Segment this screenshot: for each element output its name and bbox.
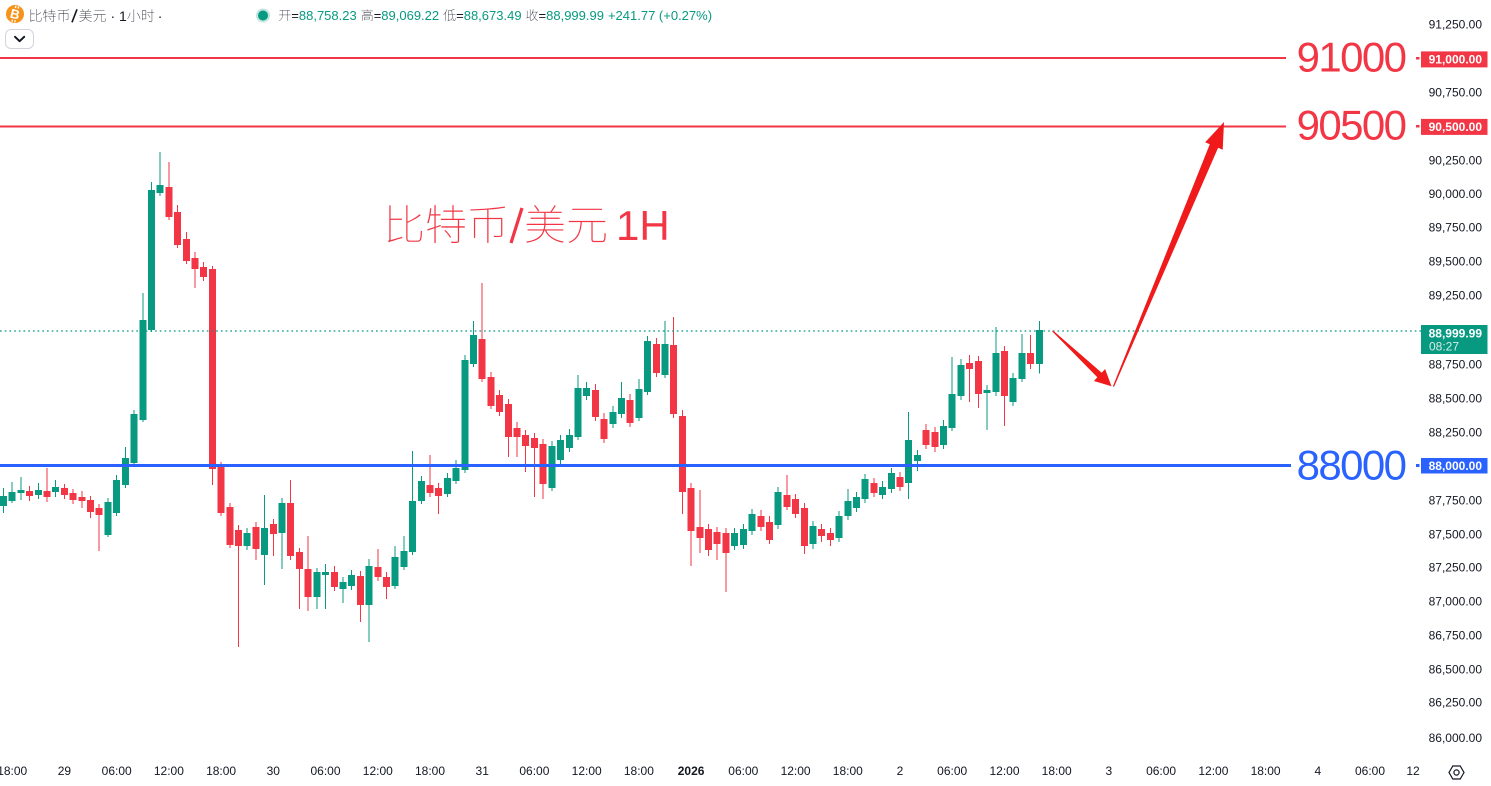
svg-text:18:00: 18:00	[833, 764, 863, 778]
svg-text:06:00: 06:00	[519, 764, 549, 778]
svg-text:88,999.99: 88,999.99	[546, 8, 604, 23]
svg-text:=: =	[291, 8, 299, 23]
svg-text:18:00: 18:00	[1042, 764, 1072, 778]
svg-text:90500: 90500	[1297, 102, 1406, 149]
svg-text:18:00: 18:00	[206, 764, 236, 778]
svg-text:86,250.00: 86,250.00	[1429, 695, 1483, 709]
svg-text:91,000.00: 91,000.00	[1429, 53, 1483, 67]
svg-text:86,000.00: 86,000.00	[1429, 731, 1483, 745]
svg-text:·: ·	[158, 8, 163, 24]
svg-text:3: 3	[1106, 764, 1113, 778]
svg-text:06:00: 06:00	[1146, 764, 1176, 778]
svg-text:89,250.00: 89,250.00	[1429, 289, 1483, 303]
svg-text:=: =	[539, 8, 547, 23]
svg-text:91000: 91000	[1297, 34, 1406, 81]
svg-text:88000: 88000	[1297, 442, 1406, 489]
svg-text:86,500.00: 86,500.00	[1429, 662, 1483, 676]
svg-text:12:00: 12:00	[363, 764, 393, 778]
svg-text:88,250.00: 88,250.00	[1429, 425, 1483, 439]
svg-text:89,069.22: 89,069.22	[381, 8, 439, 23]
svg-text:12:00: 12:00	[154, 764, 184, 778]
svg-text:90,500.00: 90,500.00	[1429, 120, 1483, 134]
svg-text:06:00: 06:00	[937, 764, 967, 778]
svg-text:86,750.00: 86,750.00	[1429, 629, 1483, 643]
svg-text:90,000.00: 90,000.00	[1429, 187, 1483, 201]
svg-text:90,250.00: 90,250.00	[1429, 153, 1483, 167]
svg-text:87,750.00: 87,750.00	[1429, 493, 1483, 507]
svg-text:89,750.00: 89,750.00	[1429, 221, 1483, 235]
svg-text:18:00: 18:00	[1251, 764, 1281, 778]
svg-text:06:00: 06:00	[310, 764, 340, 778]
svg-text:87,000.00: 87,000.00	[1429, 595, 1483, 609]
svg-text:B: B	[9, 6, 22, 23]
svg-text:=: =	[456, 8, 464, 23]
svg-text:12:00: 12:00	[1198, 764, 1228, 778]
svg-text:12:00: 12:00	[781, 764, 811, 778]
svg-text:·: ·	[111, 8, 116, 24]
svg-text:12:00: 12:00	[572, 764, 602, 778]
svg-text:12: 12	[1406, 764, 1420, 778]
svg-text:88,000.00: 88,000.00	[1429, 459, 1483, 473]
svg-text:1: 1	[119, 8, 127, 24]
svg-text:88,750.00: 88,750.00	[1429, 357, 1483, 371]
svg-text:2: 2	[897, 764, 904, 778]
svg-text:87,250.00: 87,250.00	[1429, 561, 1483, 575]
svg-text:29: 29	[58, 764, 72, 778]
svg-text:06:00: 06:00	[728, 764, 758, 778]
svg-text:18:00: 18:00	[0, 764, 28, 778]
svg-text:=: =	[374, 8, 382, 23]
svg-text:88,673.49: 88,673.49	[464, 8, 522, 23]
svg-text:31: 31	[476, 764, 490, 778]
svg-text:06:00: 06:00	[1355, 764, 1385, 778]
svg-text:2026: 2026	[678, 764, 705, 778]
svg-text:87,500.00: 87,500.00	[1429, 527, 1483, 541]
svg-text:06:00: 06:00	[102, 764, 132, 778]
svg-text:18:00: 18:00	[415, 764, 445, 778]
svg-text:1H: 1H	[616, 202, 670, 249]
svg-text:90,750.00: 90,750.00	[1429, 85, 1483, 99]
svg-text:91,250.00: 91,250.00	[1429, 17, 1483, 31]
svg-text:12:00: 12:00	[989, 764, 1019, 778]
svg-text:88,999.99: 88,999.99	[1429, 327, 1483, 341]
svg-text:+241.77 (+0.27%): +241.77 (+0.27%)	[608, 8, 712, 23]
svg-text:30: 30	[267, 764, 281, 778]
svg-text:08:27: 08:27	[1429, 340, 1459, 354]
svg-text:89,500.00: 89,500.00	[1429, 255, 1483, 269]
svg-text:88,500.00: 88,500.00	[1429, 391, 1483, 405]
svg-text:18:00: 18:00	[624, 764, 654, 778]
svg-text:4: 4	[1314, 764, 1321, 778]
svg-text:88,758.23: 88,758.23	[299, 8, 357, 23]
